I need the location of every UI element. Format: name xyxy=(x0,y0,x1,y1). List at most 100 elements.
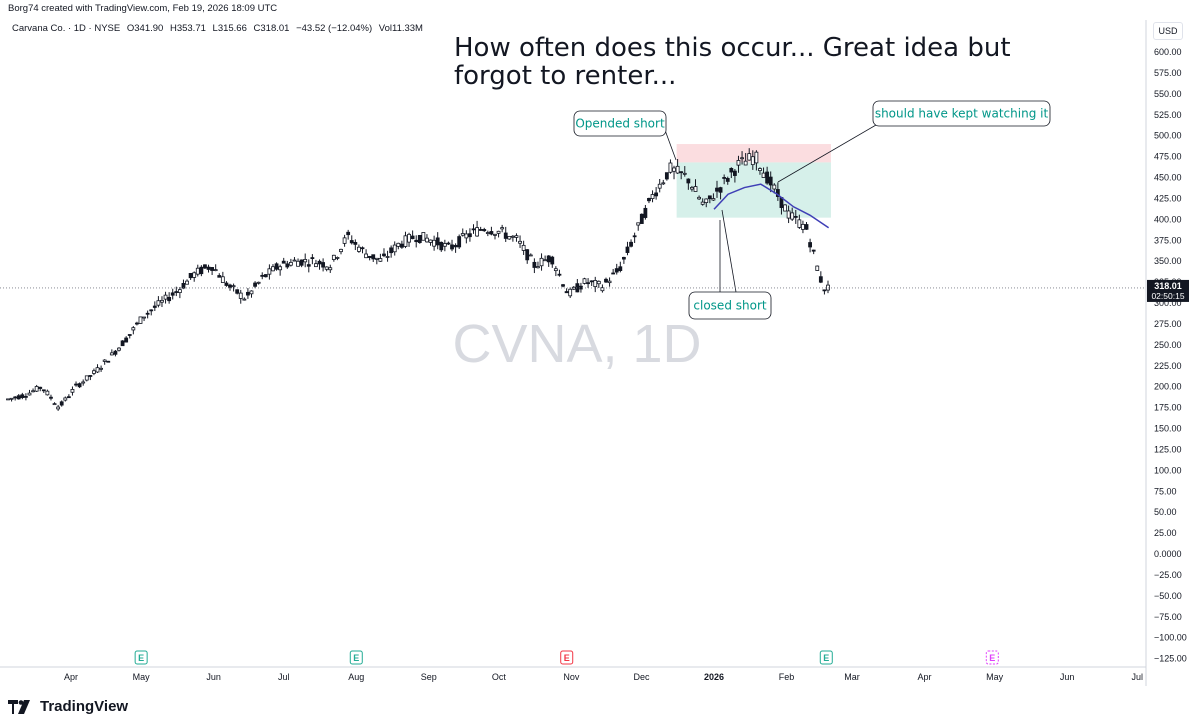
candle[interactable] xyxy=(536,261,540,269)
candle[interactable] xyxy=(127,334,132,339)
candle[interactable] xyxy=(514,233,519,242)
candle[interactable] xyxy=(500,224,505,233)
candle[interactable] xyxy=(310,254,315,265)
candle[interactable] xyxy=(740,151,744,165)
candle[interactable] xyxy=(66,394,71,399)
candle[interactable] xyxy=(213,264,218,272)
earnings-marker-icon[interactable]: E xyxy=(349,650,363,665)
candle[interactable] xyxy=(672,165,676,180)
candle[interactable] xyxy=(106,360,111,363)
currency-button[interactable]: USD xyxy=(1153,22,1183,40)
candle[interactable] xyxy=(396,242,401,250)
candle[interactable] xyxy=(679,171,684,180)
candle[interactable] xyxy=(20,392,25,400)
candle[interactable] xyxy=(503,226,508,242)
candle[interactable] xyxy=(177,287,182,299)
candle[interactable] xyxy=(596,280,601,288)
candle[interactable] xyxy=(331,254,336,262)
candle[interactable] xyxy=(686,178,691,190)
candle[interactable] xyxy=(120,340,125,347)
candle[interactable] xyxy=(485,230,490,237)
candle[interactable] xyxy=(199,265,204,277)
candle[interactable] xyxy=(34,384,39,392)
candle[interactable] xyxy=(632,232,637,243)
candle[interactable] xyxy=(650,190,655,203)
candle[interactable] xyxy=(9,397,14,402)
candle[interactable] xyxy=(453,243,458,253)
candle[interactable] xyxy=(392,241,397,256)
candle[interactable] xyxy=(74,381,78,387)
candle[interactable] xyxy=(109,349,114,356)
candle[interactable] xyxy=(539,253,544,271)
candle[interactable] xyxy=(77,382,82,389)
candle[interactable] xyxy=(163,291,168,304)
candle[interactable] xyxy=(521,240,526,255)
candle[interactable] xyxy=(532,258,537,274)
candle[interactable] xyxy=(217,273,222,278)
candle[interactable] xyxy=(328,264,333,273)
candle[interactable] xyxy=(754,150,759,171)
candle[interactable] xyxy=(761,167,766,178)
candle[interactable] xyxy=(510,234,515,242)
candle[interactable] xyxy=(729,167,734,179)
candle[interactable] xyxy=(478,226,483,231)
candle[interactable] xyxy=(13,396,18,401)
candle[interactable] xyxy=(170,288,175,300)
candle[interactable] xyxy=(786,205,791,224)
candle[interactable] xyxy=(138,316,143,324)
candle[interactable] xyxy=(246,288,250,299)
candle[interactable] xyxy=(185,279,189,285)
candle[interactable] xyxy=(321,258,326,272)
candle[interactable] xyxy=(593,276,598,293)
candle[interactable] xyxy=(675,159,680,174)
candle[interactable] xyxy=(518,235,522,248)
candle[interactable] xyxy=(288,258,293,267)
candle[interactable] xyxy=(439,241,444,252)
candle[interactable] xyxy=(145,310,150,319)
annotation-callout[interactable]: Opended short xyxy=(573,110,677,161)
candle[interactable] xyxy=(507,235,512,240)
candle[interactable] xyxy=(335,256,340,261)
candle[interactable] xyxy=(92,368,96,376)
candle[interactable] xyxy=(639,213,644,224)
candle[interactable] xyxy=(324,266,329,272)
candle[interactable] xyxy=(167,292,172,304)
candle[interactable] xyxy=(768,171,773,193)
candle[interactable] xyxy=(6,398,10,401)
candle[interactable] xyxy=(303,253,308,268)
profit-target-zone[interactable] xyxy=(676,162,831,218)
candle[interactable] xyxy=(84,375,89,382)
candle[interactable] xyxy=(203,264,207,270)
candle[interactable] xyxy=(81,379,86,386)
stop-loss-zone[interactable] xyxy=(676,144,831,163)
candle[interactable] xyxy=(192,271,197,282)
candle[interactable] xyxy=(256,281,261,285)
candle[interactable] xyxy=(367,255,372,261)
candle[interactable] xyxy=(790,207,795,221)
candle[interactable] xyxy=(693,179,698,192)
candle[interactable] xyxy=(410,230,415,240)
candle[interactable] xyxy=(715,180,719,198)
candle[interactable] xyxy=(292,257,297,262)
candle[interactable] xyxy=(242,297,247,301)
candle[interactable] xyxy=(63,396,68,402)
candle[interactable] xyxy=(117,347,121,352)
candle[interactable] xyxy=(299,259,304,268)
candle[interactable] xyxy=(561,283,565,288)
earnings-marker-icon[interactable]: E xyxy=(985,650,999,665)
candle[interactable] xyxy=(346,229,351,240)
candle[interactable] xyxy=(249,290,254,298)
candle[interactable] xyxy=(568,287,573,299)
candle[interactable] xyxy=(808,238,812,253)
candle[interactable] xyxy=(718,186,723,200)
candle[interactable] xyxy=(589,280,594,286)
candle[interactable] xyxy=(586,278,590,288)
candle[interactable] xyxy=(260,272,265,280)
candle[interactable] xyxy=(70,386,75,396)
candle[interactable] xyxy=(156,296,161,308)
candle[interactable] xyxy=(707,195,712,204)
candle[interactable] xyxy=(758,167,762,175)
annotation-callout[interactable]: closed short xyxy=(688,209,772,320)
candle[interactable] xyxy=(349,235,354,245)
